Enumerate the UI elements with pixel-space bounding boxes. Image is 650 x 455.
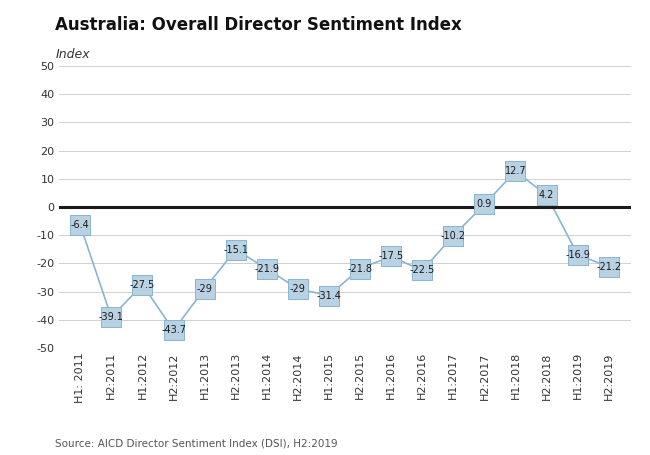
Text: -21.8: -21.8 [348, 263, 372, 273]
Text: -22.5: -22.5 [410, 266, 435, 275]
Text: -21.9: -21.9 [254, 264, 280, 274]
Point [292, 285, 303, 293]
Point [541, 192, 552, 199]
Point [417, 267, 428, 274]
Text: Australia: Overall Director Sentiment Index: Australia: Overall Director Sentiment In… [55, 16, 462, 34]
Point [573, 251, 583, 258]
Point [386, 253, 396, 260]
Point [510, 167, 521, 175]
Text: -39.1: -39.1 [99, 312, 124, 322]
Point [137, 281, 148, 288]
Text: -29: -29 [197, 284, 213, 294]
Text: 12.7: 12.7 [504, 166, 526, 176]
Text: -16.9: -16.9 [566, 250, 590, 260]
Point [448, 232, 458, 239]
Text: -43.7: -43.7 [161, 325, 186, 335]
Text: -27.5: -27.5 [130, 280, 155, 289]
Point [106, 313, 116, 321]
Text: -10.2: -10.2 [441, 231, 466, 241]
Point [479, 201, 489, 208]
Point [200, 285, 210, 293]
Point [324, 292, 334, 299]
Text: -31.4: -31.4 [317, 291, 341, 301]
Point [355, 265, 365, 272]
Point [75, 222, 85, 229]
Text: Index: Index [55, 48, 90, 61]
Text: -6.4: -6.4 [71, 220, 90, 230]
Text: 0.9: 0.9 [476, 199, 492, 209]
Point [604, 263, 614, 270]
Text: Source: AICD Director Sentiment Index (DSI), H2:2019: Source: AICD Director Sentiment Index (D… [55, 438, 338, 448]
Point [168, 327, 179, 334]
Text: -29: -29 [290, 284, 305, 294]
Text: -21.2: -21.2 [596, 262, 621, 272]
Text: -17.5: -17.5 [378, 252, 404, 261]
Text: 4.2: 4.2 [539, 190, 554, 200]
Point [231, 246, 241, 253]
Text: -15.1: -15.1 [223, 245, 248, 255]
Point [261, 265, 272, 273]
